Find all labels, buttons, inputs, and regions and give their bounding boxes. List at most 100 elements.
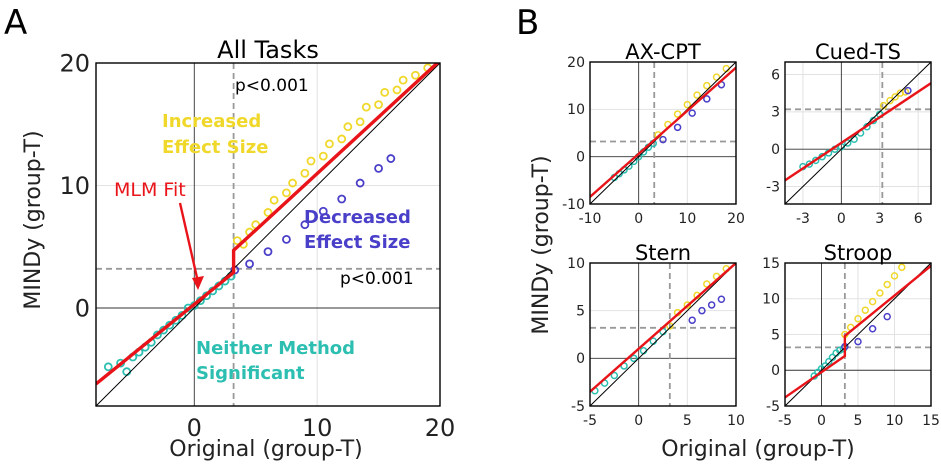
- ax-cpt-point-decreased-3: [703, 95, 711, 103]
- ax-cpt-point-decreased-0: [659, 135, 667, 144]
- stroop-y-tick-label: -5: [766, 399, 780, 415]
- panel-letter-b: B: [516, 3, 539, 43]
- stroop-x-tick-label: -5: [778, 413, 792, 429]
- stern-title: Stern: [635, 241, 691, 265]
- panel-a-point-increased-0: [232, 236, 242, 246]
- panel-a-point-increased-15: [361, 102, 371, 112]
- cued-ts-x-tick-label: 6: [914, 211, 923, 227]
- panel-a-x-tick-label: 10: [302, 414, 333, 442]
- stern-point-decreased-2: [707, 301, 716, 309]
- p-value-top-label: p<0.001: [235, 76, 309, 96]
- stern-data-layer: [590, 263, 736, 406]
- panel-a-point-increased-18: [269, 195, 279, 205]
- ax-cpt-title: AX-CPT: [625, 40, 701, 64]
- ax-cpt-plot-frame: [589, 61, 737, 205]
- panel-a-point-decreased-3: [282, 234, 291, 244]
- panel-a-point-decreased-6: [337, 194, 347, 204]
- panel-a-scatter: 0 10 20 0 10 20 All Tasks p<0.001 p<0.001 Increas…: [59, 36, 455, 442]
- panel-a-plot-frame: [95, 62, 441, 407]
- cued-ts-y-tick-label: -3: [766, 179, 780, 195]
- increased-effect-label-line-2: Effect Size: [162, 137, 268, 158]
- panel-a-point-increased-13: [288, 178, 297, 188]
- decreased-effect-label-line-2: Effect Size: [304, 232, 410, 253]
- cued-ts-x-tick-label: 3: [875, 211, 884, 227]
- cued-ts-y-tick-label: 3: [771, 105, 780, 121]
- stern-point-increased-4: [703, 280, 711, 288]
- panel-a-point-neither-11: [122, 367, 132, 377]
- cued-ts-point-neither-1: [805, 160, 814, 168]
- stroop-point-increased-5: [876, 289, 884, 297]
- panel-b-cued-ts-scatter: -3 0 3 6 -3 0 3 6 Cued-TS: [766, 40, 932, 227]
- panel-a-point-increased-7: [355, 117, 365, 127]
- panel-a-point-increased-10: [411, 70, 420, 80]
- ax-cpt-x-tick-label: -10: [579, 211, 602, 227]
- stern-identity-line: [590, 263, 736, 406]
- panel-b-ax-cpt-scatter: -10 0 10 20 -10 0 10 20 AX-CPT: [562, 40, 745, 227]
- stroop-point-decreased-2: [868, 325, 877, 333]
- cued-ts-plot-frame: [784, 61, 932, 205]
- stroop-point-increased-4: [868, 297, 877, 306]
- stroop-plot-frame: [784, 262, 932, 407]
- panel-a-point-increased-9: [392, 85, 402, 95]
- panel-a-point-neither-0: [103, 362, 113, 372]
- panel-a-point-increased-21: [380, 88, 390, 97]
- panel-a-point-decreased-5: [318, 206, 328, 216]
- stroop-y-tick-label: 10: [762, 292, 780, 308]
- ax-cpt-point-decreased-2: [688, 109, 696, 117]
- mlm-fit-label: MLM Fit: [114, 179, 186, 201]
- stroop-title: Stroop: [824, 241, 893, 265]
- stroop-point-increased-6: [883, 280, 891, 289]
- stern-point-decreased-0: [688, 316, 696, 324]
- panel-a-identity-line: [96, 63, 440, 406]
- stern-point-decreased-3: [717, 295, 726, 303]
- stroop-point-decreased-3: [883, 312, 891, 321]
- stroop-fit-line: [785, 264, 931, 399]
- stroop-x-tick-label: 5: [854, 413, 863, 429]
- stern-fit-line: [590, 263, 736, 393]
- mlm-fit-arrowhead: [192, 276, 204, 290]
- ax-cpt-y-tick-label: -10: [562, 197, 585, 213]
- stern-point-neither-2: [610, 371, 619, 380]
- panel-b-shared-y-axis-label: MINDy (group-T): [529, 155, 554, 334]
- panel-a-x-axis-label: Original (group-T): [169, 437, 363, 462]
- ax-cpt-point-increased-5: [703, 81, 711, 90]
- stern-y-tick-label: 10: [567, 256, 585, 272]
- stroop-point-increased-7: [890, 272, 899, 280]
- panel-a-point-decreased-9: [386, 154, 396, 163]
- stern-point-increased-2: [683, 301, 692, 309]
- panel-letter-a: A: [4, 3, 27, 43]
- panel-a-point-increased-14: [325, 139, 334, 149]
- panel-b-shared-x-axis-label: Original (group-T): [661, 437, 855, 462]
- panel-a-point-decreased-1: [245, 259, 254, 269]
- neither-significant-label-line-2: Significant: [196, 363, 305, 384]
- stroop-x-tick-label: 0: [817, 413, 826, 429]
- ax-cpt-point-increased-6: [712, 73, 721, 81]
- panel-a-point-increased-6: [337, 134, 347, 144]
- stern-point-decreased-1: [698, 306, 706, 315]
- panel-a-point-increased-3: [282, 188, 291, 198]
- ax-cpt-point-decreased-1: [673, 123, 682, 132]
- stern-x-tick-label: 5: [683, 413, 692, 429]
- cued-ts-y-tick-label: 0: [771, 142, 780, 158]
- ax-cpt-fit-line: [590, 66, 736, 198]
- stern-x-tick-label: -5: [583, 413, 597, 429]
- ax-cpt-point-increased-7: [722, 64, 731, 73]
- ax-cpt-y-tick-label: 10: [567, 102, 585, 118]
- cued-ts-x-tick-label: 0: [837, 211, 846, 227]
- panel-a-y-tick-label: 20: [59, 49, 90, 77]
- ax-cpt-x-tick-label: 20: [727, 211, 745, 227]
- panel-a-data-layer: [96, 63, 440, 406]
- cued-ts-title: Cued-TS: [815, 40, 901, 64]
- panel-a-point-increased-20: [343, 122, 353, 132]
- stern-x-tick-label: 0: [634, 413, 643, 429]
- panel-a-point-increased-2: [263, 208, 273, 217]
- neither-significant-label-line-1: Neither Method: [196, 338, 355, 359]
- ax-cpt-point-increased-4: [693, 91, 701, 99]
- panel-a-point-decreased-4: [300, 220, 310, 230]
- cued-ts-y-tick-label: 6: [771, 67, 780, 83]
- stroop-point-decreased-1: [854, 337, 862, 346]
- panel-a-point-increased-5: [318, 151, 328, 161]
- panel-b-stern-scatter: -5 0 5 10 -5 0 5 10 Stern: [567, 241, 745, 429]
- panel-a-y-tick-label: 10: [59, 172, 90, 200]
